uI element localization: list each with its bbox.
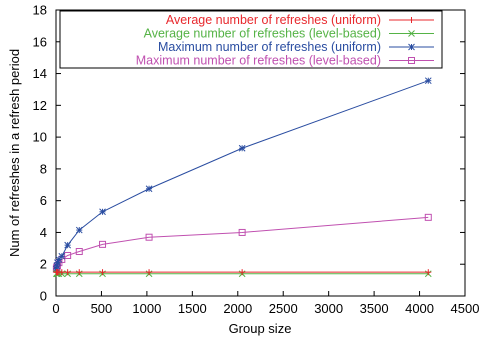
marker-square [408, 57, 415, 64]
legend-item: Maximum number of refreshes (level-based… [136, 54, 434, 68]
data-point [425, 269, 432, 276]
legend-frame [59, 10, 443, 69]
y-axis-title: Num of refreshes in a refresh period [7, 49, 22, 257]
y-tick-label: 12 [33, 98, 47, 113]
marker-stroke [58, 252, 66, 260]
legend-item: Maximum number of refreshes (uniform) [158, 40, 434, 54]
x-tick-label: 3000 [314, 301, 343, 316]
data-point [75, 226, 83, 234]
x-tick-label: 2000 [223, 301, 252, 316]
x-axis-title: Group size [229, 321, 292, 336]
data-point [145, 233, 153, 241]
marker-stroke [408, 30, 415, 37]
marker-stroke [408, 43, 415, 51]
marker-stroke [75, 226, 83, 234]
legend-item: Average number of refreshes (level-based… [144, 27, 434, 41]
marker-stroke [424, 77, 432, 85]
series-line [55, 80, 429, 270]
data-point [76, 269, 83, 276]
x-tick-label: 500 [91, 301, 113, 316]
data-point [58, 269, 65, 276]
y-tick-label: 8 [40, 161, 47, 176]
series-line [55, 216, 429, 270]
series-layer [52, 77, 432, 278]
axis-tick-labels: 0 500 1000 1500 2000 2500 3000 3500 4000 4500 0 2 4 6… [33, 3, 480, 317]
marker-square [145, 233, 153, 241]
data-point [239, 269, 246, 276]
y-tick-label: 10 [33, 130, 47, 145]
data-point [64, 251, 72, 259]
data-point [238, 228, 246, 236]
marker-square [75, 248, 83, 256]
legend: Average number of refreshes (uniform)Ave… [59, 10, 443, 69]
marker-square [99, 240, 107, 248]
series-3 [53, 77, 432, 273]
x-tick-label: 4500 [451, 301, 480, 316]
y-tick-label: 2 [40, 257, 47, 272]
series-4 [52, 213, 432, 273]
y-tick-label: 6 [40, 193, 47, 208]
legend-marker [408, 57, 415, 64]
marker-square [64, 251, 72, 259]
x-tick-label: 3500 [360, 301, 389, 316]
legend-marker [408, 17, 415, 23]
x-tick-label: 1000 [132, 301, 161, 316]
legend-label: Maximum number of refreshes (level-based… [136, 54, 381, 68]
marker-stroke [64, 241, 71, 249]
data-point [145, 185, 153, 193]
y-tick-label: 0 [40, 289, 47, 304]
x-tick-label: 4000 [405, 301, 434, 316]
data-point [424, 77, 432, 85]
x-tick-label: 2500 [269, 301, 298, 316]
data-point [99, 269, 106, 276]
data-point [424, 213, 432, 221]
legend-label: Average number of refreshes (level-based… [144, 27, 381, 41]
data-point [75, 248, 83, 256]
legend-marker [408, 30, 415, 37]
y-tick-label: 18 [33, 3, 47, 18]
legend-label: Maximum number of refreshes (uniform) [158, 40, 381, 54]
marker-stroke [145, 185, 153, 193]
y-tick-label: 16 [33, 34, 47, 49]
legend-item: Average number of refreshes (uniform) [166, 13, 434, 27]
marker-square [424, 213, 432, 221]
marker-stroke [238, 144, 246, 152]
series-1 [53, 269, 432, 276]
x-tick-label: 0 [52, 301, 59, 316]
x-tick-label: 1500 [178, 301, 207, 316]
data-point [99, 208, 106, 216]
data-point [146, 269, 153, 276]
legend-label: Average number of refreshes (uniform) [166, 13, 381, 27]
data-point [238, 144, 246, 152]
data-point [58, 252, 66, 260]
y-tick-label: 14 [33, 66, 47, 81]
legend-marker [408, 43, 415, 51]
y-tick-label: 4 [40, 225, 47, 240]
data-point [99, 240, 107, 248]
data-point [64, 241, 71, 249]
data-point [64, 269, 71, 276]
marker-square [238, 228, 246, 236]
marker-stroke [99, 208, 106, 216]
plot-area-frame [55, 9, 466, 297]
